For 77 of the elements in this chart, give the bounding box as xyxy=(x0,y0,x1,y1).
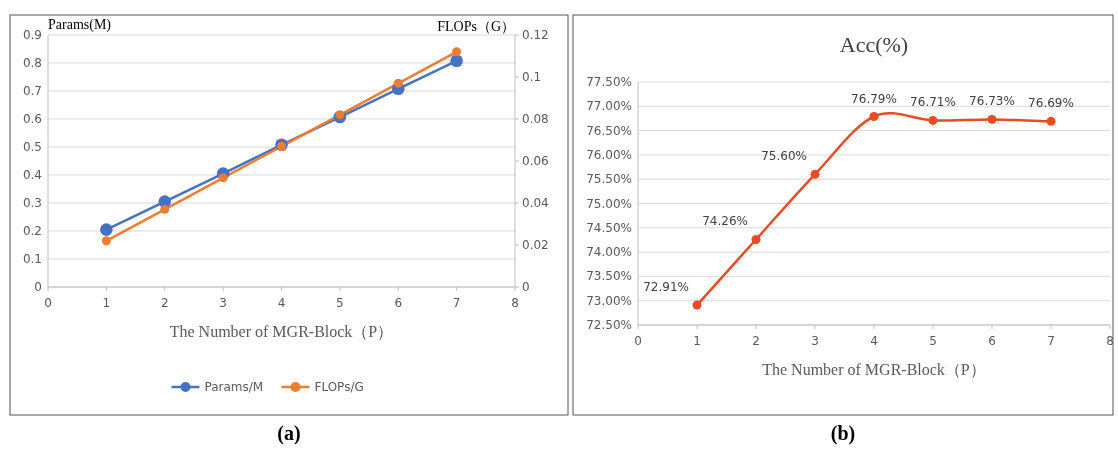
y-tick-label: 0.4 xyxy=(22,168,42,182)
point xyxy=(335,110,345,120)
x-tick-label: 0 xyxy=(44,296,52,310)
x-tick-label: 8 xyxy=(1106,334,1114,348)
y-tick-label: 74.50% xyxy=(586,220,632,235)
data-label: 76.71% xyxy=(910,95,956,110)
x-tick-label: 0 xyxy=(634,334,642,348)
y2-tick-label: 0.02 xyxy=(522,238,549,252)
y-tick-label: 75.00% xyxy=(586,196,632,211)
data-label: 72.91% xyxy=(643,280,689,295)
legend-label: FLOPs/G xyxy=(314,380,364,394)
y-tick-label: 0.1 xyxy=(22,252,42,266)
y2-tick-label: 0.06 xyxy=(522,154,549,168)
point xyxy=(100,223,113,236)
y-tick-label: 0.7 xyxy=(22,84,42,98)
y-tick-label: 75.50% xyxy=(586,172,632,187)
y2-tick-label: 0.04 xyxy=(522,196,549,210)
x-tick-label: 3 xyxy=(811,334,819,348)
x-tick-label: 1 xyxy=(693,334,701,348)
point xyxy=(393,78,403,88)
point xyxy=(987,114,997,124)
text: (a) xyxy=(277,422,301,445)
y-axis-title: Params(M) xyxy=(48,17,112,33)
x-tick-label: 6 xyxy=(394,296,403,310)
point xyxy=(1046,116,1056,126)
point xyxy=(692,300,702,310)
y-tick-label: 0.3 xyxy=(22,196,42,210)
point xyxy=(160,204,170,214)
chart-title: Acc(%) xyxy=(839,32,909,57)
x-tick-label: 7 xyxy=(452,296,461,310)
x-tick-label: 8 xyxy=(511,296,519,310)
point xyxy=(751,234,761,244)
y-tick-label: 0.5 xyxy=(22,140,42,154)
y2-tick-label: 0.12 xyxy=(522,28,549,42)
point xyxy=(218,173,228,183)
y-tick-label: 0.2 xyxy=(22,224,42,238)
x-tick-label: 7 xyxy=(1047,334,1055,348)
y-tick-label: 0.6 xyxy=(22,112,42,126)
x-tick-label: 3 xyxy=(219,296,227,310)
y-tick-label: 72.50% xyxy=(586,318,632,332)
y-tick-label: 74.00% xyxy=(586,245,632,260)
x-tick-label: 4 xyxy=(277,296,286,310)
x-axis-title: The Number of MGR-Block（P） xyxy=(169,323,394,340)
y-tick-label: 77.50% xyxy=(586,75,632,89)
y2-tick-label: 0 xyxy=(522,280,530,294)
legend-label: Params/M xyxy=(204,380,264,394)
y-tick-label: 0.8 xyxy=(22,56,42,70)
y-tick-label: 73.50% xyxy=(586,269,632,284)
data-label: 75.60% xyxy=(761,149,807,164)
point xyxy=(869,112,879,122)
y2-tick-label: 0.08 xyxy=(522,112,549,126)
data-label: 76.73% xyxy=(969,94,1015,109)
x-tick-label: 5 xyxy=(929,334,937,348)
y-tick-label: 0 xyxy=(34,280,42,294)
y2-tick-label: 0.1 xyxy=(522,70,542,84)
point xyxy=(810,169,820,179)
y-tick-label: 76.50% xyxy=(586,123,632,138)
point xyxy=(928,115,938,125)
y-tick-label: 0.9 xyxy=(22,28,42,42)
x-tick-label: 2 xyxy=(752,334,760,348)
point xyxy=(450,54,463,68)
x-tick-label: 2 xyxy=(160,296,169,310)
x-tick-label: 5 xyxy=(336,296,344,310)
data-label: 76.69% xyxy=(1028,96,1074,111)
y-tick-label: 76.00% xyxy=(586,147,632,162)
text: (b) xyxy=(830,422,856,445)
x-axis-title: The Number of MGR-Block（P） xyxy=(762,361,986,378)
x-tick-label: 1 xyxy=(102,296,111,310)
point xyxy=(452,47,462,57)
data-label: 74.26% xyxy=(702,214,748,229)
data-label: 76.79% xyxy=(851,91,897,106)
y2-axis-title: FLOPs（G） xyxy=(437,19,515,34)
point xyxy=(101,236,111,246)
y-tick-label: 77.00% xyxy=(586,99,632,114)
y-tick-label: 73.00% xyxy=(586,293,632,308)
x-tick-label: 4 xyxy=(870,334,878,348)
x-tick-label: 6 xyxy=(988,334,996,348)
